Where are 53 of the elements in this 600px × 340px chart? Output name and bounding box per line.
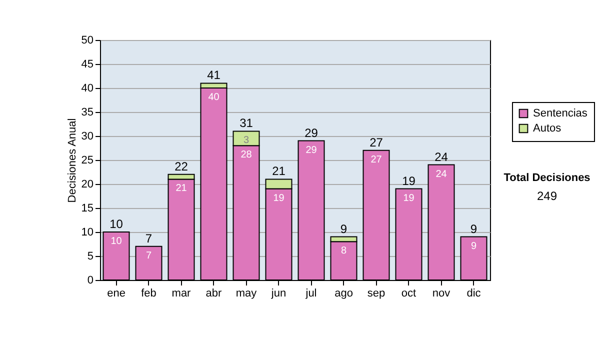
data-label: 19 xyxy=(403,192,415,204)
y-tick-label: 25 xyxy=(81,154,94,166)
total-label: 24 xyxy=(434,150,448,164)
y-tick-label: 10 xyxy=(81,226,94,238)
data-label: 40 xyxy=(208,92,220,103)
data-label: 3 xyxy=(243,135,250,146)
x-tick-label: dic xyxy=(466,288,482,300)
y-axis-title: Decisiones Anual xyxy=(66,118,78,203)
data-label: 27 xyxy=(370,154,382,166)
y-tick-label: 20 xyxy=(81,178,94,190)
data-label: 9 xyxy=(470,240,477,252)
y-tick-label: 30 xyxy=(81,130,94,142)
total-label: 41 xyxy=(207,68,221,82)
data-label: 21 xyxy=(176,183,188,194)
x-tick-label: mar xyxy=(172,288,192,300)
data-label: 28 xyxy=(240,150,252,161)
x-tick-label: jun xyxy=(270,288,286,300)
data-label: 10 xyxy=(110,236,122,247)
total-label: 9 xyxy=(470,222,478,236)
x-tick-label: abr xyxy=(206,288,222,300)
y-tick-label: 35 xyxy=(81,106,94,118)
total-label: 27 xyxy=(370,135,384,150)
legend-label: Autos xyxy=(533,122,562,134)
total-label: 22 xyxy=(174,159,188,174)
y-tick-label: 15 xyxy=(81,202,94,214)
y-tick-label: 0 xyxy=(87,274,94,286)
x-tick-label: jul xyxy=(304,288,317,300)
y-tick-label: 5 xyxy=(87,250,94,262)
data-label: 24 xyxy=(436,168,448,180)
x-tick-label: nov xyxy=(432,288,451,300)
total-label: 21 xyxy=(272,164,286,178)
total-label: 9 xyxy=(340,222,348,236)
data-label: 19 xyxy=(273,192,285,204)
total-label: 19 xyxy=(402,174,416,188)
legend-label: Sentencias xyxy=(533,108,588,120)
text: Total Decisiones xyxy=(504,172,590,184)
text: 249 xyxy=(536,189,558,203)
x-tick-label: may xyxy=(236,288,258,300)
x-tick-label: oct xyxy=(401,288,416,300)
x-tick-label: ago xyxy=(334,288,353,300)
data-label: 7 xyxy=(146,250,152,262)
total-label: 29 xyxy=(304,126,318,140)
x-tick-label: sep xyxy=(367,288,386,300)
total-label: 10 xyxy=(110,217,124,231)
total-label: 31 xyxy=(240,116,254,130)
total-label: 7 xyxy=(145,231,152,246)
x-tick-label: feb xyxy=(141,288,156,300)
y-tick-label: 40 xyxy=(81,82,94,94)
data-label: 8 xyxy=(340,246,347,257)
data-label: 29 xyxy=(306,144,318,156)
y-tick-label: 50 xyxy=(81,34,94,46)
x-tick-label: ene xyxy=(107,288,126,300)
y-tick-label: 45 xyxy=(81,58,94,70)
